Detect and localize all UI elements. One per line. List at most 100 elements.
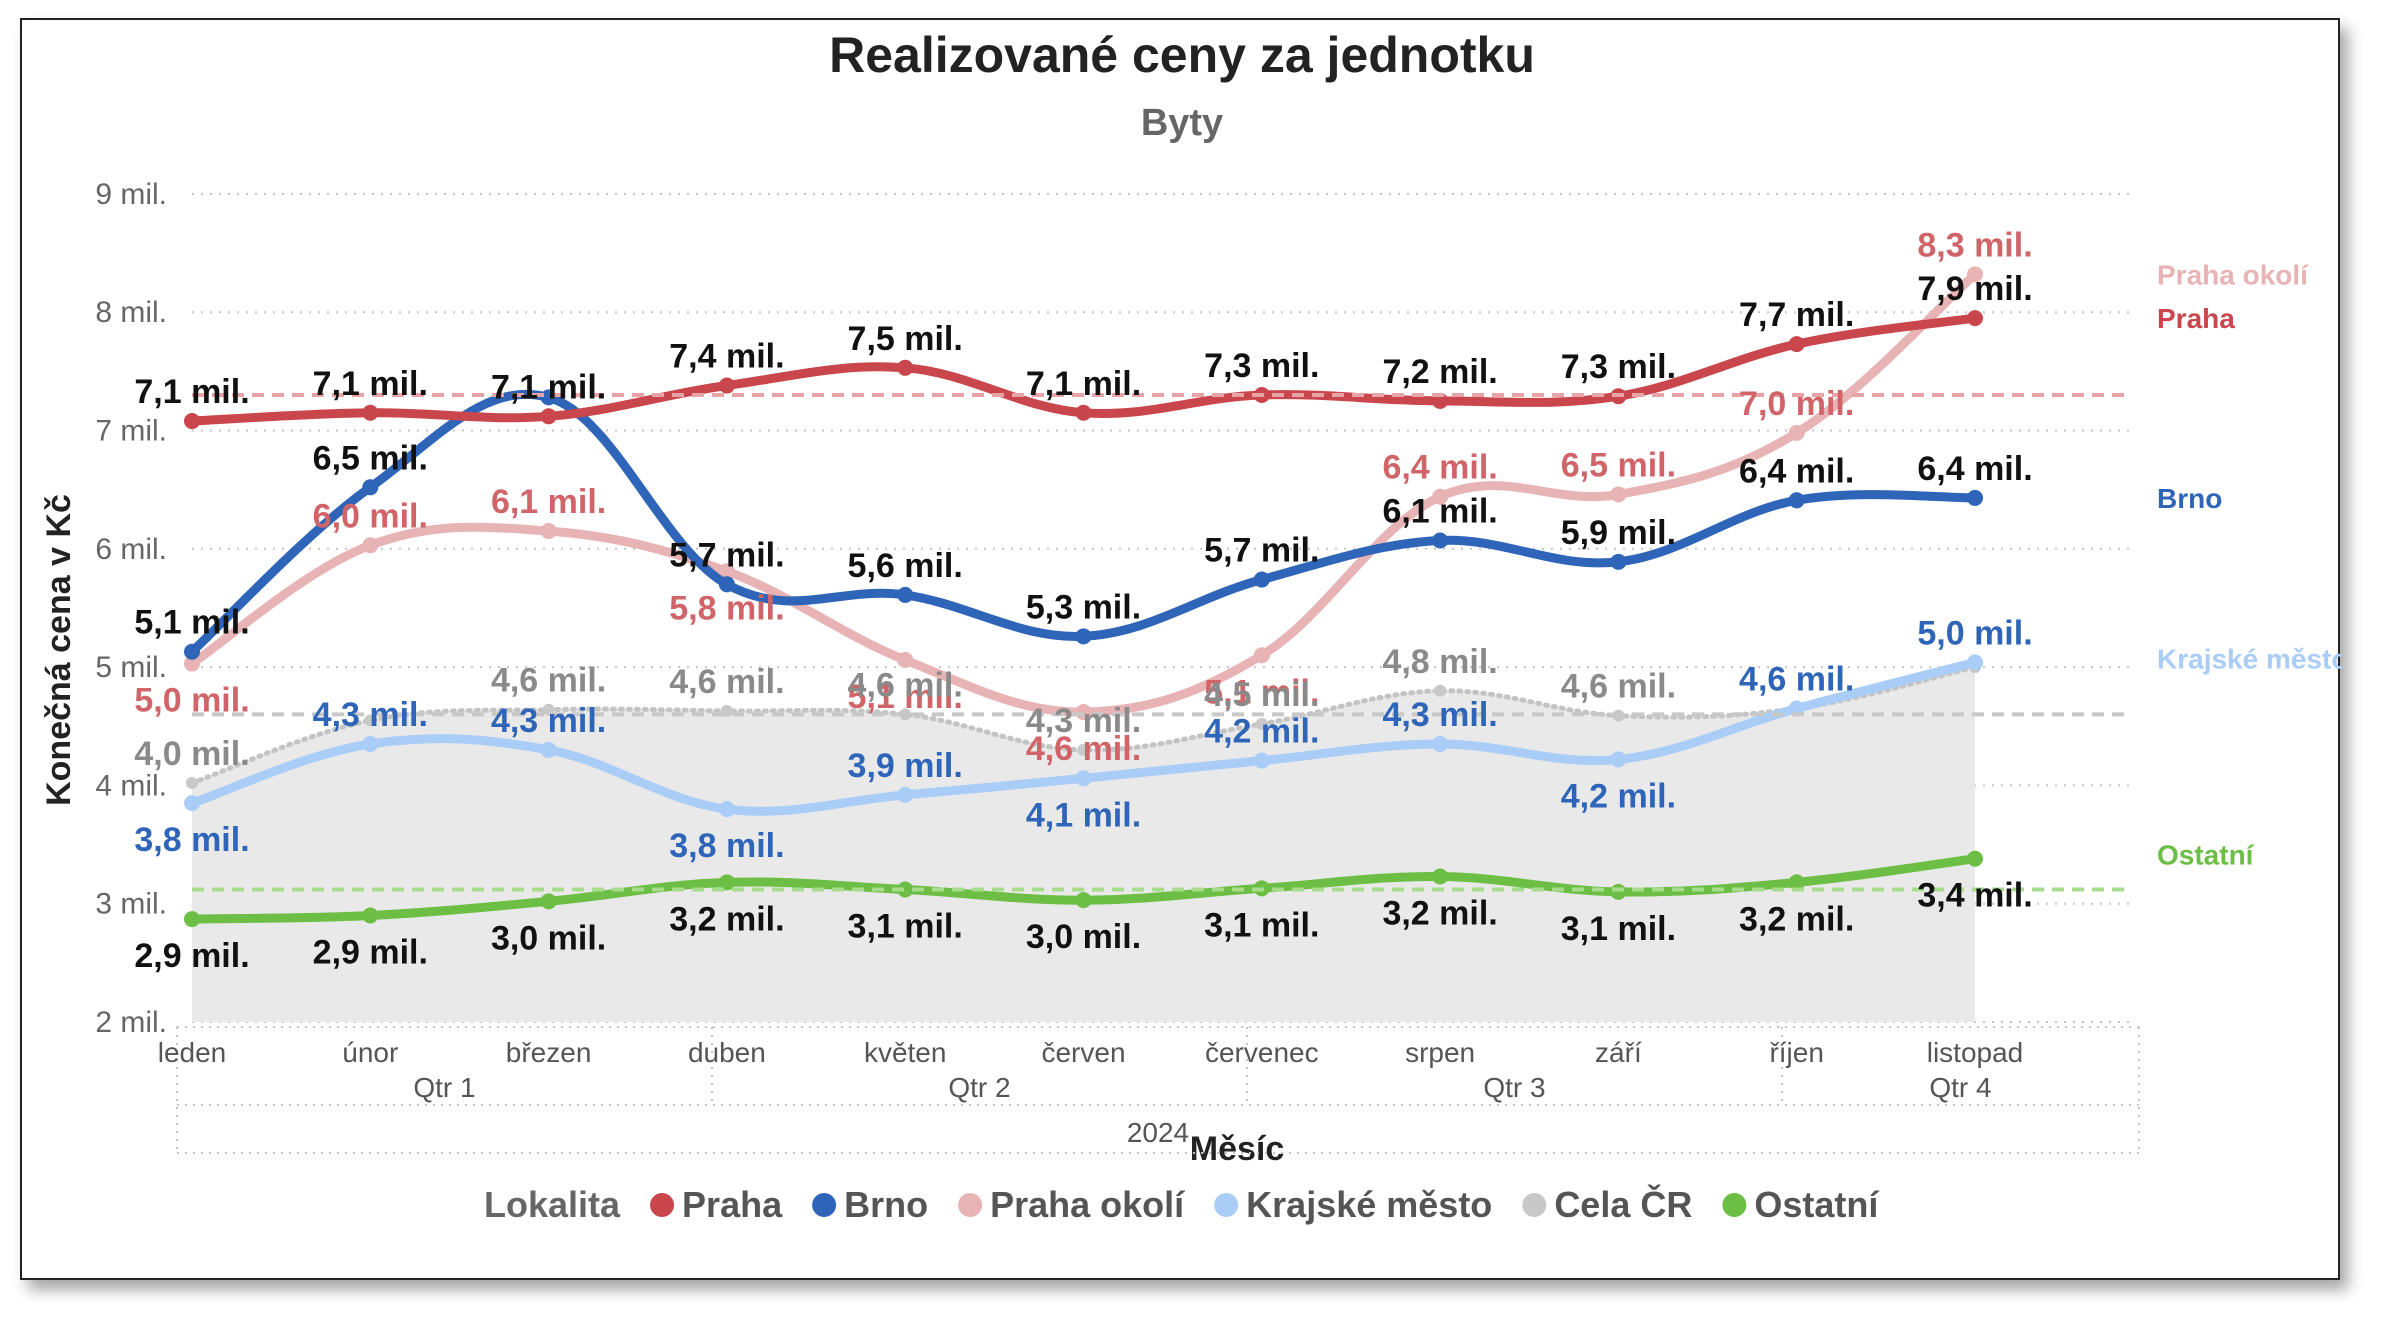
data-label: 3,1 mil. [1561,910,1676,948]
x-tick-label: listopad [1927,1037,2024,1068]
x-tick-label: srpen [1405,1037,1475,1068]
legend-label: Praha [682,1184,783,1225]
y-tick-label: 9 mil. [95,178,167,211]
data-point [1967,266,1983,283]
legend-label: Brno [844,1184,928,1225]
legend-label: Cela ČR [1554,1183,1692,1225]
data-label: 4,6 mil. [848,666,963,704]
data-point [184,643,200,660]
series-1 [184,389,1983,660]
data-labels: 7,1 mil. 7,1 mil. 7,1 mil. 7,4 mil. 7,5 mil.… [134,226,2032,975]
legend-item: Krajské město [1214,1184,1492,1225]
data-point [1610,553,1627,570]
x-tick-label: červen [1041,1037,1125,1068]
data-label: 3,2 mil. [1739,900,1854,938]
data-point [540,893,557,910]
data-point [718,377,735,394]
end-labels: Praha Brno Praha okolí Krajské město Ostatní [2157,259,2342,870]
data-point [897,586,914,603]
data-point [1253,647,1270,664]
data-point [362,479,379,496]
data-label: 4,3 mil. [491,702,606,740]
data-label: 7,2 mil. [1382,353,1497,391]
x-quarter-label: Qtr 3 [1483,1072,1545,1103]
legend-item: Cela ČR [1522,1183,1692,1225]
chart-subtitle: Byty [1141,102,1223,144]
data-label: 2,9 mil. [134,937,249,975]
x-tick-label: duben [688,1037,766,1068]
legend-item: Ostatní [1722,1184,1879,1225]
data-point [718,874,735,891]
data-label: 8,3 mil. [1917,226,2032,264]
data-label: 5,0 mil. [1917,614,2032,652]
data-label: 7,9 mil. [1917,270,2032,308]
data-label: 7,0 mil. [1739,385,1854,423]
end-label: Praha [2157,303,2235,334]
data-point [1610,486,1627,503]
y-tick-label: 6 mil. [95,533,167,566]
data-point [1075,770,1092,787]
data-point [184,795,200,812]
data-point [1788,336,1805,353]
end-label: Krajské město [2157,643,2342,674]
data-label: 4,0 mil. [134,735,249,773]
data-label: 6,0 mil. [313,497,428,535]
data-label: 7,3 mil. [1561,348,1676,386]
x-tick-label: říjen [1769,1037,1823,1068]
y-axis-title: Konečná cena v Kč [40,494,78,806]
data-point [897,786,914,803]
data-label: 5,7 mil. [669,536,784,574]
data-point [540,523,557,540]
legend-item: Praha [650,1184,783,1225]
data-label: 4,6 mil. [1739,661,1854,699]
data-label: 4,8 mil. [1382,643,1497,681]
data-point [1788,492,1805,509]
series-line [187,269,1980,717]
data-point [897,652,914,669]
x-tick-label: leden [158,1037,227,1068]
data-label: 7,3 mil. [1204,347,1319,385]
data-label: 4,5 mil. [1204,676,1319,714]
legend-swatch [812,1193,837,1217]
data-point [1253,571,1270,588]
data-label: 5,0 mil. [134,682,249,720]
x-quarter-label: Qtr 4 [1929,1072,1991,1103]
data-point [1255,717,1268,730]
data-label: 7,1 mil. [491,368,606,406]
data-label: 4,6 mil. [1561,668,1676,706]
data-point [1432,488,1449,505]
data-point [1967,489,1983,506]
data-point [542,703,555,716]
data-point [1610,751,1627,768]
legend-swatch [958,1193,983,1217]
data-label: 6,5 mil. [1561,446,1676,484]
data-label: 3,4 mil. [1917,877,2032,915]
data-label: 7,1 mil. [313,365,428,403]
data-point [1967,850,1983,867]
data-label: 7,1 mil. [1026,365,1141,403]
data-label: 4,6 mil. [491,662,606,700]
data-label: 4,6 mil. [669,663,784,701]
legend-label: Ostatní [1754,1184,1879,1225]
reference-lines [192,393,2132,892]
y-tick-label: 8 mil. [95,296,167,329]
end-label: Brno [2157,483,2222,514]
data-label: 4,2 mil. [1561,777,1676,815]
y-tick-label: 4 mil. [95,769,167,802]
data-point [899,708,912,721]
legend-label: Krajské město [1246,1184,1492,1225]
data-point [897,359,914,376]
data-label: 5,6 mil. [848,547,963,585]
data-label: 3,1 mil. [848,908,963,946]
data-label: 2,9 mil. [313,934,428,972]
legend-title: Lokalita [484,1184,621,1225]
data-point [184,413,200,430]
x-tick-label: září [1595,1037,1642,1068]
data-label: 7,5 mil. [848,320,963,358]
data-label: 5,9 mil. [1561,514,1676,552]
data-point [362,735,379,752]
x-axis-title: Měsíc [1190,1130,1285,1168]
data-label: 5,1 mil. [1204,673,1319,711]
data-label: 5,3 mil. [1026,588,1141,626]
data-label: 6,1 mil. [491,483,606,521]
